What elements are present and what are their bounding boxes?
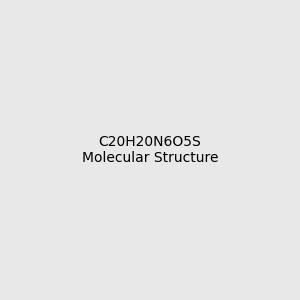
Text: C20H20N6O5S
Molecular Structure: C20H20N6O5S Molecular Structure: [82, 135, 218, 165]
